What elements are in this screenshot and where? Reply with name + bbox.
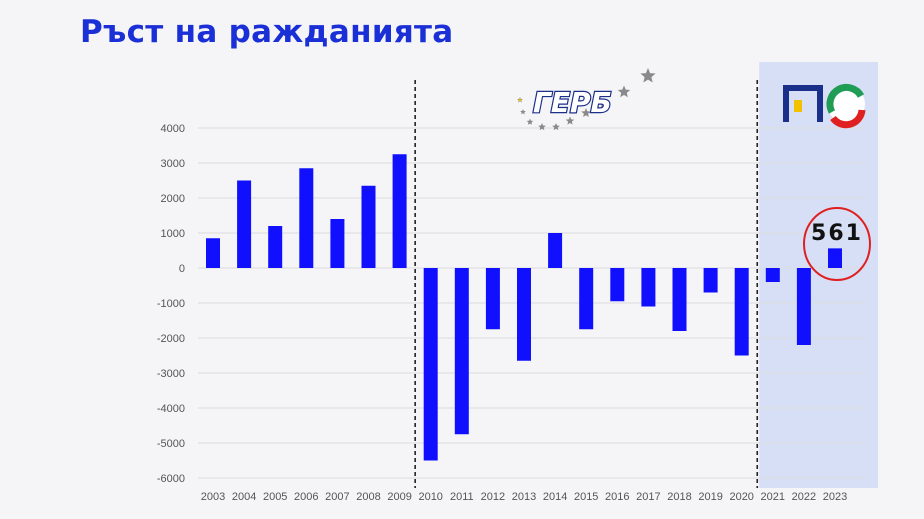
bar-2020: [734, 268, 749, 356]
y-tick-label: 4000: [161, 123, 185, 135]
y-tick-label: -1000: [157, 298, 185, 310]
x-tick-label: 2023: [823, 491, 847, 503]
star-icon: [526, 118, 534, 125]
bar-2006: [299, 168, 314, 268]
x-tick-label: 2007: [325, 491, 349, 503]
y-tick-label: -4000: [157, 403, 185, 415]
x-tick-label: 2022: [792, 491, 816, 503]
star-icon: [598, 98, 610, 109]
x-tick-label: 2010: [418, 491, 442, 503]
star-icon: [538, 123, 546, 131]
period-dividers: [414, 80, 759, 488]
bar-2022: [796, 268, 811, 345]
x-tick-label: 2019: [698, 491, 722, 503]
x-tick-label: 2003: [201, 491, 225, 503]
x-tick-label: 2013: [512, 491, 536, 503]
bar-2010: [423, 268, 438, 461]
bar-2017: [641, 268, 656, 307]
gerb-logo-text: ГЕРБ: [533, 86, 612, 119]
x-tick-label: 2018: [667, 491, 691, 503]
bar-2007: [330, 219, 345, 268]
pp-yellow-mark: [794, 100, 802, 112]
star-icon: [617, 85, 631, 98]
y-tick-label: 2000: [161, 193, 185, 205]
bar-2003: [206, 238, 220, 268]
x-tick-label: 2014: [543, 491, 567, 503]
x-tick-label: 2004: [232, 491, 256, 503]
y-tick-label: -3000: [157, 368, 185, 380]
callout-circle: [803, 207, 871, 281]
bar-2009: [392, 154, 407, 268]
bar-2008: [361, 185, 376, 268]
gerb-stars-icon: [517, 68, 656, 131]
star-icon: [552, 123, 560, 131]
gerb-logo: ГЕРБ: [517, 68, 656, 131]
x-tick-label: 2005: [263, 491, 287, 503]
y-tick-label: 1000: [161, 228, 185, 240]
bar-2015: [579, 268, 594, 330]
x-tick-label: 2009: [387, 491, 411, 503]
star-icon: [581, 108, 591, 117]
pp-logo: [783, 83, 866, 129]
bar-2014: [548, 233, 563, 268]
star-icon: [565, 116, 575, 125]
x-tick-label: 2006: [294, 491, 318, 503]
bars: [206, 154, 842, 461]
x-tick-label: 2008: [356, 491, 380, 503]
x-tick-label: 2016: [605, 491, 629, 503]
x-axis-ticks: 2003 2004 2005 2006 2007 2008 2009 2010 2011 2012…: [201, 491, 847, 503]
x-tick-label: 2020: [729, 491, 753, 503]
x-tick-label: 2021: [761, 491, 785, 503]
y-tick-label: 0: [179, 263, 185, 275]
bar-2023: [828, 248, 842, 268]
bar-2005: [268, 226, 283, 268]
bar-2019: [703, 268, 718, 293]
y-axis-ticks: 4000 3000 2000 1000 0 -1000 -2000 -3000 -4000 -50…: [157, 123, 185, 485]
pp-red-arc-icon: [830, 109, 866, 129]
bar-2018: [672, 268, 687, 331]
star-icon: [640, 68, 656, 83]
bar-2016: [610, 268, 625, 302]
page-title: Ръст на ражданията: [80, 14, 454, 50]
star-icon: [518, 98, 522, 102]
bar-2013: [517, 268, 531, 361]
pp-green-arc-icon: [826, 83, 865, 114]
y-tick-label: 3000: [161, 158, 185, 170]
bar-2021: [765, 268, 780, 282]
y-tick-label: -2000: [157, 333, 185, 345]
callout-561: 561: [803, 207, 871, 281]
pp-letter-icon: [783, 85, 823, 122]
x-tick-label: 2012: [481, 491, 505, 503]
star-icon: [520, 109, 526, 115]
y-tick-label: -6000: [157, 473, 185, 485]
x-tick-label: 2011: [450, 491, 474, 503]
bar-2011: [454, 268, 469, 435]
callout-value: 561: [811, 221, 863, 246]
bar-2012: [485, 268, 500, 330]
x-tick-label: 2017: [636, 491, 660, 503]
x-tick-label: 2015: [574, 491, 598, 503]
bar-2004: [237, 180, 252, 268]
y-tick-label: -5000: [157, 438, 185, 450]
